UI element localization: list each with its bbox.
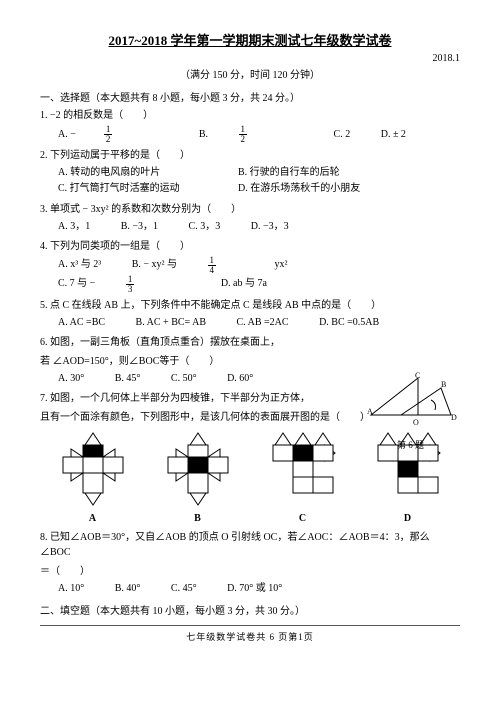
question-8-line1: 8. 已知∠AOB＝30°，又自∠AOB 的顶点 O 引射线 OC，若∠AOC：… [40,530,460,560]
page-title: 2017~2018 学年第一学期期末测试七年级数学试卷 [40,30,460,49]
question-2: 2. 下列运动属于平移的是（ ） [40,148,460,163]
question-3-options: A. 3，1 B. −3，1 C. 3，3 D. −3，3 [58,219,460,235]
svg-text:B: B [441,380,446,389]
question-8-options: A. 10° B. 40° C. 45° D. 70° 或 10° [58,581,460,597]
svg-text:O: O [413,418,419,427]
section-2-heading: 二、填空题（本大题共有 10 小题，每小题 3 分，共 30 分。） [40,602,460,617]
question-6-line2: 若 ∠AOD=150°，则∠BOC等于（ ） [40,354,460,369]
question-6-line1: 6. 如图，一副三角板（直角顶点重合）摆放在桌面上， [40,335,460,350]
question-8-line2: ＝（ ） [40,564,460,579]
exam-date: 2018.1 [40,53,460,64]
section-1-heading: 一、选择题（本大题共有 8 小题，每小题 3 分，共 24 分。） [40,89,460,104]
svg-text:A: A [367,407,373,416]
question-3: 3. 单项式 − 3xy² 的系数和次数分别为（ ） [40,202,460,217]
net-figure-b [158,431,238,509]
question-5: 5. 点 C 在线段 AB 上，下列条件中不能确定点 C 是线段 AB 中点的是… [40,298,460,313]
question-1: 1. −2 的相反数是（ ） [40,108,460,123]
question-4: 4. 下列为同类项的一组是（ ） [40,239,460,254]
question-5-options: A. AC =BC B. AC + BC= AB C. AB =2AC D. B… [58,315,460,331]
net-figure-a [53,431,133,509]
svg-text:D: D [451,413,457,422]
page-footer: 七年级数学试卷共 6 页第1页 [40,625,460,643]
svg-text:C: C [415,371,420,380]
net-figure-c [263,431,343,509]
question-2-options: A. 转动的电风扇的叶片B. 行驶的自行车的后轮 C. 打气筒打气时活塞的运动D… [58,165,460,198]
question-6-figure: A C B O D 第 6 题 [363,370,458,451]
question-6-figure-label: 第 6 题 [363,438,458,451]
question-7-labels: A B C D [40,513,460,524]
score-line: （满分 150 分，时间 120 分钟） [40,66,460,81]
question-4-options: A. x³ 与 2³ B. − xy² 与 14 yx² C. 7 与 − 13… [58,256,460,294]
question-1-options: A. −12 B. 12 C. 2 D. ± 2 [58,125,460,144]
